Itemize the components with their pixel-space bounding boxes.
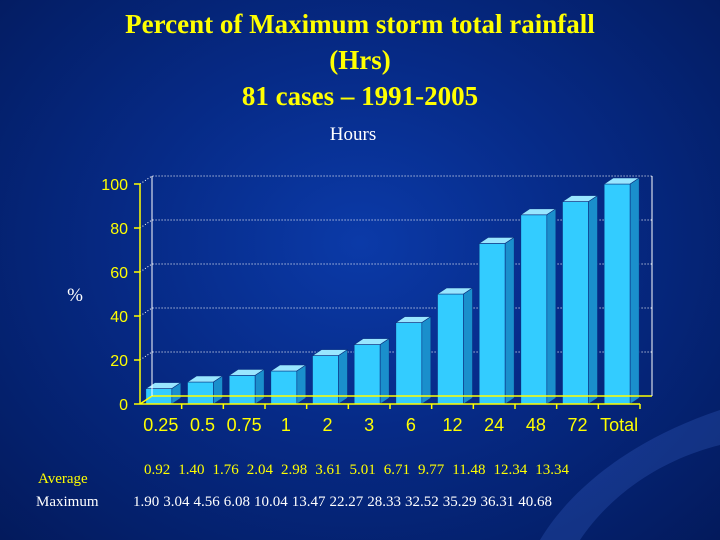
x-tick-label: 1: [281, 415, 291, 435]
bar-side: [254, 368, 265, 405]
x-tick-label: 24: [484, 415, 504, 435]
bar-side: [629, 177, 640, 405]
chart-title: Hours: [330, 124, 376, 145]
bar-side: [421, 316, 432, 405]
average-value: 11.48: [452, 462, 486, 478]
bar-side: [379, 338, 390, 405]
maximum-value: 32.52: [405, 494, 439, 510]
y-tick-label: 0: [119, 397, 128, 414]
maximum-value: 36.31: [480, 494, 515, 510]
bar-side: [338, 349, 348, 405]
average-value: 3.61: [315, 462, 342, 478]
bar-front: [395, 322, 423, 405]
bar-side: [504, 236, 515, 405]
bar-24: [478, 236, 516, 405]
bar-front: [603, 183, 631, 405]
gridline-100: [139, 175, 652, 185]
y-tick-label: 40: [110, 309, 128, 326]
bar-0.75: [228, 368, 266, 405]
x-tick-label: 3: [364, 415, 374, 435]
y-tick-label: 100: [101, 177, 128, 194]
maximum-value: 28.33: [367, 494, 401, 510]
maximum-value: 22.27: [329, 494, 364, 510]
maximum-row-label: Maximum: [36, 494, 99, 510]
x-tick-label: 0.5: [190, 415, 215, 435]
bar-front: [353, 344, 381, 405]
maximum-value: 10.04: [254, 494, 288, 510]
bar-front: [228, 375, 256, 405]
average-value: 1.40: [178, 462, 205, 478]
average-value: 1.76: [212, 462, 239, 478]
title-line-2: (Hrs): [329, 45, 391, 75]
y-axis-label: %: [67, 285, 83, 306]
bar-front: [437, 293, 464, 405]
average-value: 13.34: [535, 462, 569, 478]
bar-0.25: [144, 382, 182, 405]
y-tick-label: 60: [110, 265, 128, 282]
bar-72: [561, 195, 599, 405]
maximum-value: 3.04: [163, 494, 190, 510]
average-value: 2.98: [281, 462, 308, 478]
average-values-row: 0.92 1.40 1.76 2.04 2.98 3.61 5.01 6.71 9.77 11.4…: [144, 462, 569, 479]
bar-Total: [603, 177, 641, 405]
maximum-value: 35.29: [442, 494, 477, 510]
x-tick-label: 0.75: [227, 415, 262, 435]
maximum-value: 13.47: [291, 494, 326, 510]
bar-48: [519, 208, 557, 405]
x-tick-label: 12: [442, 415, 462, 435]
title-line-1: Percent of Maximum storm total rainfall: [125, 9, 595, 39]
bar-6: [394, 316, 432, 405]
title-line-3: 81 cases – 1991-2005: [241, 81, 479, 111]
maximum-value: 6.08: [223, 494, 250, 510]
bar-side: [296, 364, 307, 405]
bar-12: [436, 287, 474, 405]
average-value: 12.34: [493, 462, 528, 478]
bar-front: [478, 243, 506, 405]
x-tick-label: 6: [406, 415, 416, 435]
bar-1: [269, 364, 307, 405]
x-tick-label: Total: [600, 415, 638, 435]
average-value: 5.01: [349, 462, 376, 478]
average-value: 6.71: [383, 462, 410, 478]
x-tick-label: 0.25: [143, 415, 178, 435]
x-tick-label: 2: [322, 415, 332, 435]
bar-0.5: [186, 375, 224, 405]
average-value: 9.77: [418, 462, 445, 478]
bar-front: [562, 201, 589, 405]
axes: [134, 176, 653, 409]
y-tick-label: 20: [110, 353, 128, 370]
bar-front: [187, 381, 214, 405]
x-tick-label: 48: [526, 415, 546, 435]
slide-title: Percent of Maximum storm total rainfall …: [0, 6, 720, 114]
y-tick-labels: 0 20 40 60 80 100: [101, 177, 128, 414]
x-tick-labels: 0.25 0.5 0.75 1 2 3 6 12 24 48 72 Total: [143, 415, 638, 435]
average-value: 2.04: [246, 462, 273, 478]
x-tick-label: 72: [567, 415, 587, 435]
maximum-value: 40.68: [518, 494, 552, 510]
bar-front: [270, 370, 298, 405]
bar-side: [463, 287, 473, 405]
average-row-label: Average: [38, 471, 88, 487]
maximum-value: 1.90: [133, 494, 160, 510]
bar-side: [546, 208, 557, 405]
y-tick-label: 80: [110, 221, 128, 238]
bar-3: [353, 338, 391, 405]
maximum-value: 4.56: [193, 494, 220, 510]
bars: [144, 177, 641, 405]
average-value: 0.92: [144, 462, 171, 478]
background-swoosh: [540, 410, 720, 540]
bar-side: [171, 382, 182, 405]
bar-front: [520, 214, 548, 405]
maximum-values-row: 1.90 3.04 4.56 6.08 10.04 13.47 22.27 28.33 32.5…: [133, 494, 552, 511]
bar-side: [588, 195, 598, 405]
